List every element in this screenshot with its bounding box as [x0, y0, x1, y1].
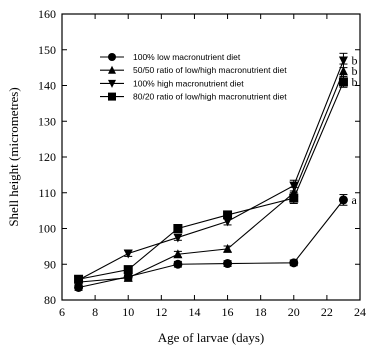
data-point-triangle-down	[289, 181, 299, 191]
x-tick-label: 18	[255, 305, 267, 319]
series-line	[78, 199, 344, 289]
significance-label: b	[351, 75, 357, 89]
data-point-triangle-down	[338, 56, 348, 66]
data-point-triangle-up	[108, 65, 116, 74]
data-point-triangle-up	[123, 272, 133, 282]
y-tick-label: 140	[38, 79, 56, 93]
significance-label: b	[351, 64, 357, 78]
x-tick-label: 14	[188, 305, 200, 319]
data-point-triangle-up	[173, 249, 183, 259]
y-tick-label: 110	[38, 186, 56, 200]
data-point-triangle-down	[108, 79, 116, 88]
chart-axes: 6 8 10 12 14 16 18 20 22 24 80 90 100 110 120 130 140 150…	[38, 7, 366, 319]
data-point-square	[338, 77, 348, 87]
y-tick-label: 90	[44, 257, 56, 271]
x-tick-label: 24	[354, 305, 366, 319]
data-point-triangle-up	[338, 66, 348, 76]
series-circle: a	[74, 193, 357, 292]
series-line	[78, 70, 344, 283]
y-tick-label: 160	[38, 7, 56, 21]
data-point-square	[173, 224, 183, 233]
series-line	[78, 60, 344, 281]
data-point-square	[74, 274, 84, 284]
y-axis-label: Shell height (micrometres)	[6, 87, 21, 226]
y-tick-label: 150	[38, 43, 56, 57]
x-tick-label: 6	[59, 305, 65, 319]
y-tick-label: 120	[38, 150, 56, 164]
data-point-triangle-down	[123, 249, 133, 259]
chart-series: a bbb	[74, 52, 357, 292]
x-tick-label: 16	[222, 305, 234, 319]
x-axis-label: Age of larvae (days)	[158, 330, 264, 345]
y-tick-label: 100	[38, 222, 56, 236]
x-tick-label: 20	[288, 305, 300, 319]
data-point-circle	[338, 195, 348, 205]
data-point-circle	[289, 258, 299, 268]
data-point-square	[108, 92, 116, 101]
x-tick-label: 10	[122, 305, 134, 319]
y-tick-label: 130	[38, 114, 56, 128]
series-triangle-up: b	[74, 63, 357, 287]
legend-entry-label: 100% high macronutrient diet	[133, 78, 244, 88]
x-tick-label: 12	[155, 305, 167, 319]
data-point-square	[223, 210, 233, 220]
legend-entry-label: 100% low macronutrient diet	[133, 52, 241, 62]
series-line	[78, 81, 344, 280]
x-tick-label: 8	[92, 305, 98, 319]
data-point-circle	[223, 259, 233, 269]
significance-label: a	[351, 193, 357, 207]
data-point-square	[289, 193, 299, 203]
data-point-circle	[108, 53, 116, 61]
data-point-triangle-down	[223, 217, 233, 227]
legend-entry-label: 80/20 ratio of low/high macronutrient di…	[133, 92, 287, 102]
y-tick-label: 80	[44, 293, 56, 307]
x-tick-label: 22	[321, 305, 333, 319]
legend-entry-label: 50/50 ratio of low/high macronutrient di…	[133, 65, 287, 75]
data-point-circle	[173, 259, 183, 269]
data-point-triangle-up	[223, 243, 233, 253]
series-square: b	[74, 75, 357, 284]
chart-legend: 100% low macronutrient diet 50/50 ratio o…	[100, 52, 287, 102]
significance-label: b	[351, 53, 357, 67]
data-point-square	[123, 265, 133, 275]
data-point-triangle-down	[173, 233, 183, 243]
